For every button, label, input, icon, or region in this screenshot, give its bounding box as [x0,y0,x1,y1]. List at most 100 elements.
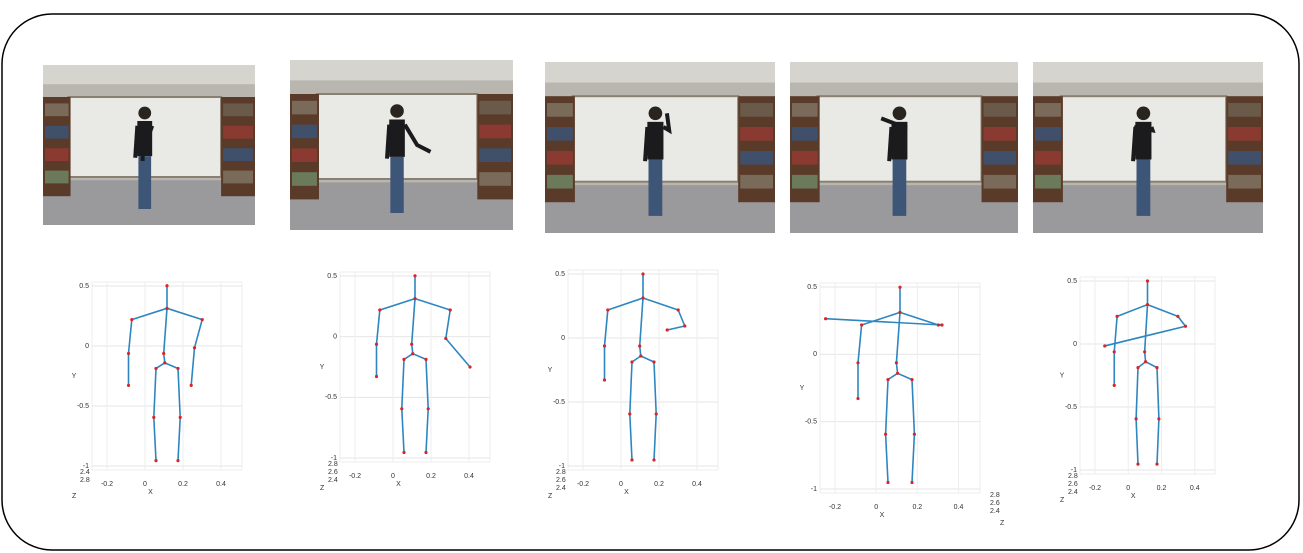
bone [643,298,678,310]
bone [426,409,428,453]
person-head [138,107,151,120]
photo [545,62,775,233]
y-tick-label: 0 [813,351,817,358]
bone [1136,368,1138,419]
skeleton-plot: 0.50-0.5-1Y-0.200.20.4X2.42.8Z [72,282,242,500]
books [1228,103,1261,117]
x-tick-label: 0.4 [692,481,702,488]
z-tick-label: 2.6 [328,469,338,476]
joint [677,308,680,311]
joint [176,367,179,370]
z-tick-label: 2.4 [1068,489,1078,496]
books [45,126,69,139]
joint [444,337,447,340]
joint [127,384,130,387]
x-tick-label: -0.2 [577,481,589,488]
books [792,175,818,189]
bone [167,308,202,319]
joint [410,343,413,346]
y-tick-label: 0 [333,334,337,341]
joint [630,458,633,461]
books [292,125,317,139]
joint [165,307,168,310]
person-legs [649,159,663,215]
joint [898,311,901,314]
books [1228,151,1261,165]
bone [154,368,156,417]
joint [378,308,381,311]
joint [400,407,403,410]
x-tick-label: 0 [1126,485,1130,492]
joint [886,481,889,484]
books [223,148,253,161]
joint [606,308,609,311]
x-axis-label: X [396,481,401,488]
bone [608,298,643,310]
bone [446,339,470,368]
bone [912,380,914,435]
person-torso [647,122,663,160]
joint [856,361,859,364]
books [292,101,317,115]
y-axis-label: Y [320,364,325,371]
joint [856,397,859,400]
person-head [893,106,907,120]
bone [402,359,404,408]
x-tick-label: 0 [391,473,395,480]
x-axis-label: X [880,512,885,519]
bone [1157,368,1159,419]
y-tick-label: -0.5 [1065,404,1077,411]
books [1035,175,1061,189]
joint [895,361,898,364]
books [1228,127,1261,141]
joint [910,481,913,484]
person-legs [1137,159,1151,215]
bone [1114,316,1117,351]
bone [667,326,685,330]
bone [426,359,428,408]
bone [888,373,898,379]
bone [858,325,862,363]
y-axis-label: Y [800,385,805,392]
joint [1146,303,1149,306]
y-axis-label: Y [72,373,77,380]
joint [639,354,642,357]
x-tick-label: -0.2 [349,473,361,480]
x-tick-label: -0.2 [101,481,113,488]
z-axis-label: Z [1000,520,1005,527]
x-tick-label: 0.4 [1190,485,1200,492]
books [45,148,69,161]
bone [446,310,450,339]
joint [1113,350,1116,353]
books [984,103,1016,117]
person-legs [893,159,907,215]
joint [127,352,130,355]
books [984,127,1016,141]
x-axis-label: X [624,489,629,496]
joint [628,412,631,415]
z-tick-label: 2.8 [80,477,90,484]
books [740,103,773,117]
books [223,171,253,184]
x-tick-label: 0.2 [912,504,922,511]
bone [178,368,180,417]
person-torso [389,120,405,157]
joint [940,323,943,326]
books [223,103,253,116]
joint [411,352,414,355]
photo-ceiling [545,62,775,83]
books [1035,127,1061,141]
bone [678,310,685,326]
joint [1176,315,1179,318]
joint [176,459,179,462]
y-axis-label: Y [1060,372,1065,379]
books [45,171,69,184]
person-arm [645,127,647,161]
bone [1136,419,1138,464]
joint [449,308,452,311]
bone [654,414,656,460]
x-tick-label: 0.4 [464,473,474,480]
books [792,127,818,141]
